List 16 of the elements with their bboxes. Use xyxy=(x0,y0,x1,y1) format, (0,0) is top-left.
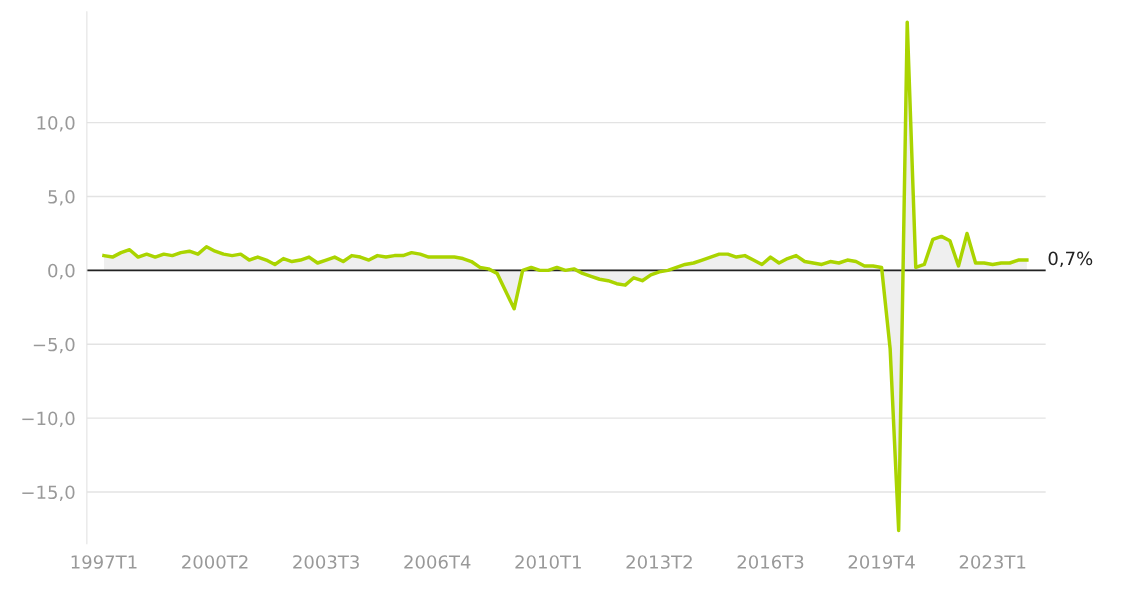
y-tick-label: 5,0 xyxy=(48,189,75,206)
y-tick-label: 0,0 xyxy=(48,263,75,280)
x-tick-label: 2016T3 xyxy=(737,555,804,569)
y-tick-label: −5,0 xyxy=(33,337,75,354)
x-tick-label: 2003T3 xyxy=(293,555,359,569)
x-tick-label: 2010T1 xyxy=(515,555,581,569)
x-tick-label: 2006T4 xyxy=(404,555,471,569)
x-tick-label: 2019T4 xyxy=(848,555,915,569)
text: 0,7% xyxy=(1048,251,1093,268)
x-tick-label: 2023T1 xyxy=(959,555,1026,569)
x-tick-label: 2013T2 xyxy=(626,555,692,569)
y-tick-label: −15,0 xyxy=(22,485,75,501)
x-tick-label: 2000T2 xyxy=(182,555,248,569)
x-tick-label: 1997T1 xyxy=(71,555,137,569)
y-tick-label: 10,0 xyxy=(37,116,75,132)
y-tick-label: −10,0 xyxy=(22,411,75,428)
